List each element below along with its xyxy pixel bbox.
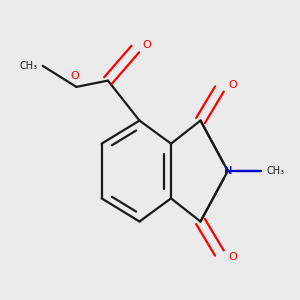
Text: O: O xyxy=(229,80,237,90)
Text: O: O xyxy=(70,70,79,81)
Text: O: O xyxy=(143,40,152,50)
Text: O: O xyxy=(229,252,237,262)
Text: CH₃: CH₃ xyxy=(20,61,38,71)
Text: N: N xyxy=(224,166,232,176)
Circle shape xyxy=(220,164,236,178)
Text: CH₃: CH₃ xyxy=(266,166,285,176)
Text: N: N xyxy=(224,166,232,176)
